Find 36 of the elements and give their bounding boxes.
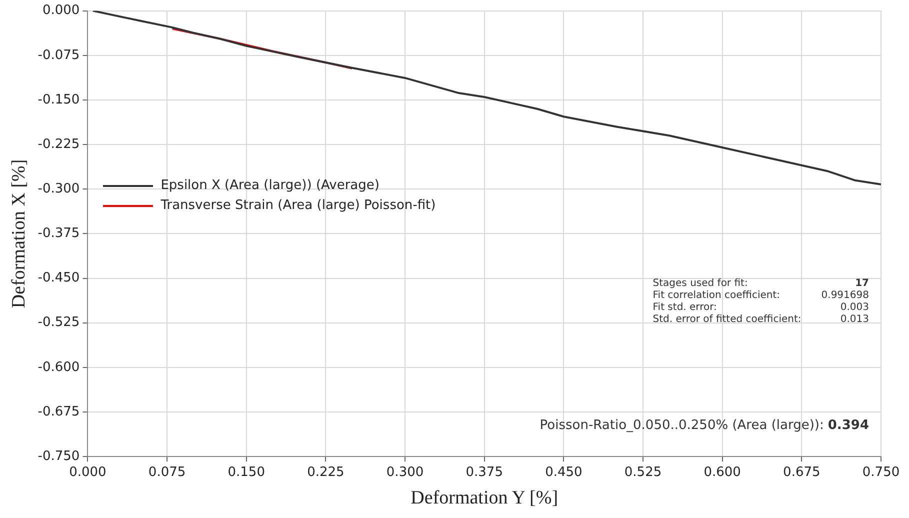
annotation: Fit correlation coefficient:	[652, 290, 782, 301]
y-tick-label: -0.075	[38, 48, 80, 63]
y-tick-label: -0.675	[38, 404, 80, 420]
y-tick-label: 0.000	[42, 3, 80, 18]
x-tick-label: 0.300	[386, 464, 424, 480]
annotation: Std. error of fitted coefficient:	[652, 314, 802, 325]
x-tick-label: 0.450	[545, 464, 582, 480]
y-tick-label: -0.750	[38, 448, 80, 464]
y-tick-label: -0.150	[38, 92, 80, 108]
y-tick-label: -0.300	[38, 181, 80, 196]
annotation: 0.003	[839, 302, 869, 313]
y-axis-title: Deformation X [%]	[8, 159, 30, 308]
annotation: 0.991698	[821, 290, 869, 301]
legend-label: Transverse Strain (Area (large) Poisson-fit)	[160, 198, 436, 214]
x-axis-title: Deformation Y [%]	[410, 488, 558, 509]
x-tick-label: 0.075	[148, 464, 186, 480]
x-tick-label: 0.375	[466, 464, 503, 480]
y-tick-label: -0.450	[38, 270, 80, 286]
annotation: 17	[854, 278, 869, 289]
x-tick-label: 0.675	[783, 464, 820, 480]
y-tick-label: -0.375	[38, 226, 80, 242]
y-tick-label: -0.225	[38, 136, 80, 152]
annotation: 0.394	[828, 418, 869, 433]
x-tick-label: 0.600	[704, 464, 741, 480]
annotation: Fit std. error:	[652, 302, 718, 313]
annotation: 0.013	[839, 314, 869, 325]
legend-label: Epsilon X (Area (large)) (Average)	[160, 178, 380, 194]
annotation: Poisson-Ratio_0.050..0.250% (Area (large)):	[540, 418, 824, 433]
x-tick-label: 0.525	[624, 464, 662, 480]
y-tick-label: -0.525	[38, 315, 80, 330]
annotation: Stages used for fit:	[652, 278, 749, 289]
x-tick-label: 0.225	[307, 464, 344, 480]
x-tick-label: 0.150	[228, 464, 265, 480]
x-tick-label: 0.750	[862, 464, 900, 480]
y-tick-label: -0.600	[38, 360, 80, 375]
x-tick-label: 0.000	[69, 464, 106, 480]
